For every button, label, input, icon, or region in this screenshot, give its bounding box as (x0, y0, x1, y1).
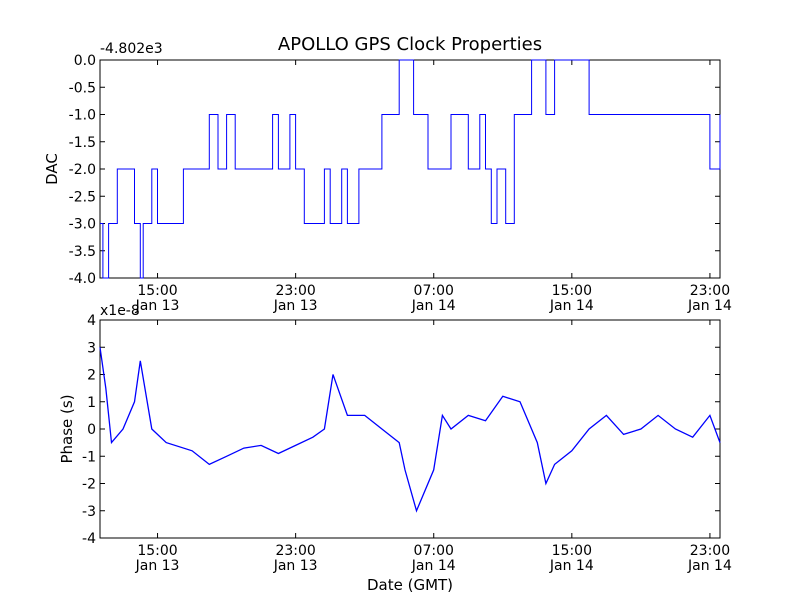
y-tick-label: -4.0 (69, 271, 96, 287)
dac-series (100, 59, 721, 279)
x-tick-time-label: 23:00 (690, 543, 730, 559)
y-tick-label: -4 (82, 531, 96, 547)
x-tick-time-label: 15:00 (552, 283, 592, 299)
x-tick-time-label: 23:00 (275, 543, 315, 559)
y-tick-label: -1.0 (69, 108, 96, 124)
x-tick-time-label: 15:00 (137, 543, 177, 559)
dac-panel: -4.802e3 DAC -4.0 -3.5 -3.0 -2.5 -2.0 -1.5 -1.… (43, 41, 732, 314)
x-tick-date-label: Jan 14 (549, 298, 594, 314)
y-tick-label: 4 (87, 313, 96, 329)
phase-y-axis-label: Phase (s) (58, 394, 76, 463)
x-tick-date-label: Jan 14 (687, 558, 732, 574)
y-tick-label: 0 (87, 422, 96, 438)
y-tick-label: -1.5 (69, 135, 96, 151)
x-tick-time-label: 15:00 (137, 283, 177, 299)
y-tick-label: -3.5 (69, 244, 96, 260)
series-line (100, 59, 721, 279)
x-axis-label: Date (GMT) (367, 576, 453, 594)
y-tick-label: 1 (87, 395, 96, 411)
y-tick-label: -2.0 (69, 162, 96, 178)
phase-offset-label: x1e-8 (100, 303, 140, 319)
y-tick-label: -2.5 (69, 189, 96, 205)
x-tick-date-label: Jan 13 (273, 558, 318, 574)
dac-ticks: -4.0 -3.5 -3.0 -2.5 -2.0 -1.5 -1.0 -0.5 0.0 15:00… (69, 53, 732, 314)
figure-title: APOLLO GPS Clock Properties (278, 34, 542, 55)
x-tick-time-label: 23:00 (690, 283, 730, 299)
phase-plot-frame (99, 319, 721, 539)
x-tick-date-label: Jan 13 (273, 298, 318, 314)
x-tick-time-label: 07:00 (414, 543, 454, 559)
y-tick-label: -3.0 (69, 217, 96, 233)
x-tick-date-label: Jan 13 (135, 298, 180, 314)
y-tick-label: 0.0 (74, 53, 96, 69)
dac-offset-label: -4.802e3 (100, 41, 163, 57)
y-tick-label: -1 (82, 449, 96, 465)
y-tick-label: 2 (87, 368, 96, 384)
y-tick-label: -3 (82, 504, 96, 520)
x-tick-date-label: Jan 14 (411, 558, 456, 574)
x-tick-date-label: Jan 14 (687, 298, 732, 314)
x-tick-time-label: 07:00 (414, 283, 454, 299)
dac-y-axis-label: DAC (43, 153, 61, 185)
x-tick-date-label: Jan 14 (549, 558, 594, 574)
x-tick-time-label: 23:00 (275, 283, 315, 299)
series-line (99, 347, 721, 513)
phase-series (99, 347, 721, 513)
x-tick-date-label: Jan 13 (135, 558, 180, 574)
x-tick-time-label: 15:00 (552, 543, 592, 559)
y-tick-label: -2 (82, 477, 96, 493)
x-tick-date-label: Jan 14 (411, 298, 456, 314)
y-tick-label: -0.5 (69, 80, 96, 96)
y-tick-label: 3 (87, 340, 96, 356)
